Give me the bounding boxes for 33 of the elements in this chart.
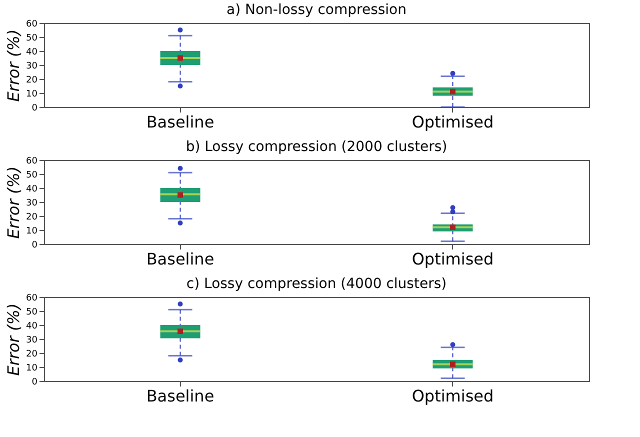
y-tick-label: 60 xyxy=(26,20,38,30)
y-tick-label: 60 xyxy=(26,294,38,304)
x-tick-label: Baseline xyxy=(146,250,214,268)
y-tick-label: 40 xyxy=(26,48,38,58)
y-tick-label: 0 xyxy=(32,378,38,388)
y-tick-label: 30 xyxy=(26,198,38,208)
y-tick-label: 10 xyxy=(26,90,38,100)
y-tick-label: 10 xyxy=(26,364,38,374)
x-tick-label: Optimised xyxy=(412,250,494,268)
y-axis-title: Error (%) xyxy=(4,303,24,376)
y-tick-label: 60 xyxy=(26,156,38,166)
y-tick-label: 20 xyxy=(26,76,38,86)
chart-title: a) Non-lossy compression xyxy=(226,2,406,18)
y-axis-title: Error (%) xyxy=(4,166,24,239)
y-tick-label: 40 xyxy=(26,184,38,194)
y-tick-label: 0 xyxy=(32,104,38,114)
y-tick-label: 50 xyxy=(26,308,38,318)
y-axis-title: Error (%) xyxy=(4,29,24,102)
y-tick-label: 50 xyxy=(26,170,38,180)
y-tick-label: 0 xyxy=(32,240,38,250)
chart-title: c) Lossy compression (4000 clusters) xyxy=(186,276,447,292)
x-tick-label: Optimised xyxy=(412,386,494,406)
y-tick-label: 20 xyxy=(26,212,38,222)
x-tick-label: Baseline xyxy=(146,112,214,132)
y-tick-label: 20 xyxy=(26,350,38,360)
y-tick-label: 30 xyxy=(26,62,38,72)
y-tick-label: 30 xyxy=(26,336,38,346)
y-tick-label: 40 xyxy=(26,322,38,332)
chart-title: b) Lossy compression (2000 clusters) xyxy=(186,139,448,155)
x-tick-label: Baseline xyxy=(146,386,214,406)
x-tick-label: Optimised xyxy=(412,112,494,132)
y-tick-label: 10 xyxy=(26,226,38,236)
y-tick-label: 50 xyxy=(26,34,38,44)
